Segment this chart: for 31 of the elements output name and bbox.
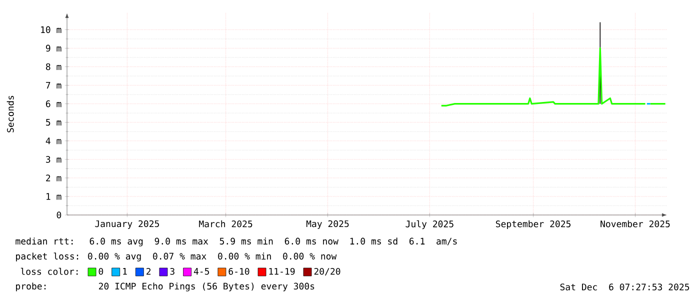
text: packet loss: 0.00 % avg 0.07 % max 0.00 % min 0.00 % now — [16, 252, 337, 262]
x-tick-label: July 2025 — [406, 220, 454, 230]
legend-label: 0 — [98, 268, 104, 275]
text: Sat Dec 6 07:27:53 2025 — [560, 284, 690, 290]
y-tick-label: 1 m — [46, 193, 62, 200]
legend-label: 11-19 — [269, 268, 295, 275]
x-tick-label: March 2025 — [199, 220, 252, 228]
x-tick-label: May 2025 — [306, 220, 349, 229]
text: probe: 20 ICMP Echo Pings (56 Bytes) every 300s — [16, 282, 314, 292]
y-tick-label: 0 — [56, 212, 62, 218]
y-tick-label: 7 m — [46, 82, 62, 89]
y-tick-label: 4 m — [46, 138, 62, 144]
legend-label: 20/20 — [314, 268, 340, 276]
x-tick-label: September 2025 — [496, 220, 570, 230]
y-tick-label: 2 m — [46, 174, 62, 182]
y-tick-label: 6 m — [46, 100, 62, 108]
x-tick-label: January 2025 — [95, 220, 159, 229]
y-axis-title: Seconds — [6, 96, 14, 132]
legend-label: 6-10 — [228, 268, 250, 275]
y-tick-label: 3 m — [46, 156, 62, 163]
legend-title: loss color: — [20, 268, 78, 275]
legend-label: 2 — [146, 268, 151, 275]
legend-label: 3 — [170, 268, 174, 275]
y-tick-label: 8 m — [46, 63, 62, 70]
y-tick-label: 5 m — [46, 118, 62, 126]
x-tick-label: November 2025 — [600, 220, 670, 228]
text: median rtt: 6.0 ms avg 9.0 ms max 5.9 ms min 6.0 ms now 1.0 ms sd 6.1 am/s — [16, 238, 457, 246]
legend-label: 1 — [123, 268, 127, 275]
y-tick-label: 9 m — [46, 44, 62, 52]
legend-label: 4-5 — [194, 268, 210, 275]
y-tick-label: 10 m — [41, 26, 62, 34]
